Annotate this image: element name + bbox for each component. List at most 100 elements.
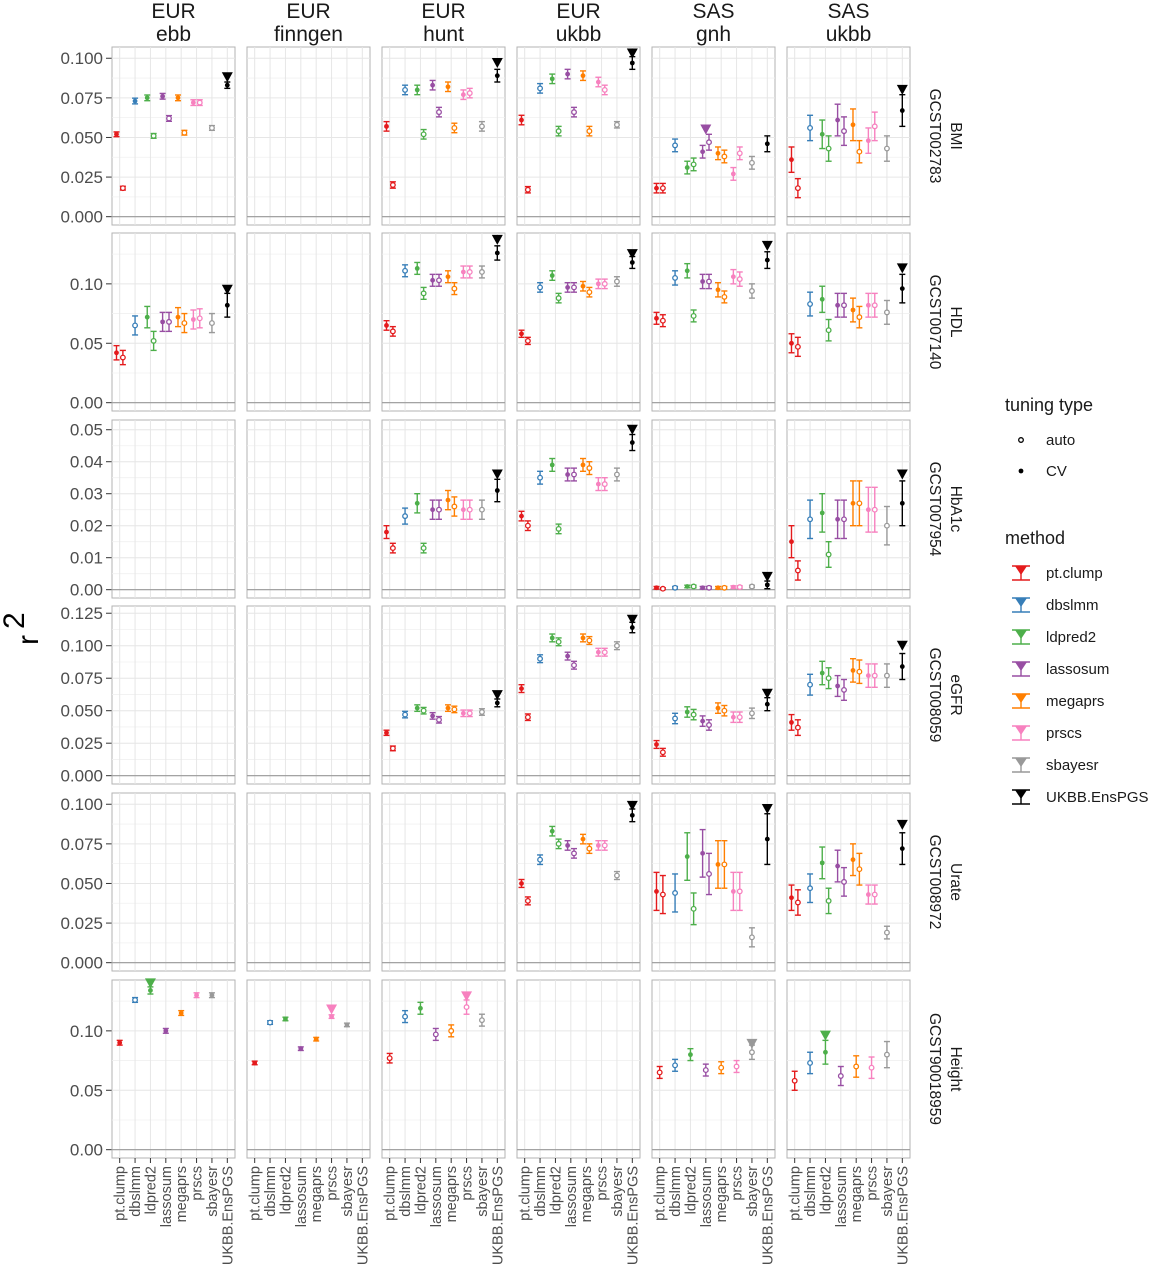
point-auto: [748, 934, 755, 941]
point-auto: [181, 129, 188, 136]
panel: [516, 979, 641, 1159]
y-tick-label: 0.01: [70, 549, 103, 568]
x-tick: lassosum: [699, 1166, 715, 1227]
point-cv: [654, 315, 659, 321]
point-auto: [733, 1063, 740, 1070]
y-tick-label: 0.100: [60, 49, 103, 68]
point-auto: [871, 672, 878, 679]
point-cv: [684, 268, 690, 274]
x-tick-label: ldpred2: [413, 1166, 429, 1214]
point-auto: [721, 293, 728, 300]
point-cv: [835, 516, 841, 522]
best-method-marker: [626, 424, 638, 435]
point-cv: [730, 888, 736, 894]
legend-tuning-item: CV: [1046, 463, 1067, 480]
point-cv: [329, 1014, 334, 1019]
point-cv: [850, 857, 856, 863]
panel: [651, 232, 776, 412]
point-cv: [629, 625, 635, 630]
row-id-label: GCST002783: [926, 89, 943, 184]
point-auto: [841, 878, 847, 885]
panel: [516, 605, 641, 785]
point-cv: [865, 302, 871, 308]
x-tick: prscs: [190, 1166, 206, 1201]
point-cv: [580, 635, 586, 641]
point-cv: [117, 1040, 123, 1046]
legend-method-item: pt.clump: [1046, 565, 1103, 582]
point-cv: [654, 585, 659, 591]
row-id-label: GCST007140: [926, 275, 943, 370]
x-tick-label: prscs: [190, 1166, 206, 1201]
legend-method-title: method: [1005, 528, 1065, 548]
point-cv: [730, 584, 736, 590]
point-auto: [196, 315, 203, 322]
point-auto: [586, 637, 593, 644]
point-cv: [850, 500, 856, 506]
point-cv: [549, 76, 555, 82]
panel-background: [246, 792, 371, 972]
x-tick: megaprs: [714, 1166, 730, 1222]
x-tick-label: dbslmm: [263, 1166, 279, 1217]
point-auto: [706, 139, 712, 146]
point-auto: [856, 314, 863, 321]
x-tick: pt.clump: [248, 1166, 264, 1221]
x-tick-label: sbayesr: [340, 1166, 356, 1217]
point-auto: [613, 278, 620, 285]
point-cv: [865, 138, 871, 144]
legend-key-marker: [1015, 758, 1027, 767]
x-tick-label: sbayesr: [475, 1166, 491, 1217]
point-cv: [445, 274, 451, 280]
legend-key-marker: [1015, 566, 1027, 575]
point-auto: [586, 845, 593, 852]
point-auto: [672, 142, 679, 149]
point-cv: [715, 585, 721, 591]
point-cv: [789, 340, 794, 346]
point-cv: [384, 323, 389, 328]
point-auto: [524, 337, 531, 344]
panel: [381, 232, 506, 412]
legend-key-marker: [1015, 662, 1027, 671]
y-tick-label: 0.000: [60, 954, 103, 973]
panel: [111, 46, 236, 226]
point-cv: [224, 302, 230, 308]
panel-background: [786, 419, 911, 599]
point-auto: [672, 584, 679, 591]
point-cv: [224, 82, 230, 88]
point-cv: [819, 131, 825, 137]
x-tick-label: prscs: [865, 1166, 881, 1201]
x-tick-label: ldpred2: [683, 1166, 699, 1214]
point-cv: [252, 1060, 258, 1066]
point-cv: [700, 585, 706, 591]
point-auto: [672, 890, 679, 896]
point-cv: [460, 710, 466, 716]
point-cv: [595, 281, 601, 287]
point-auto: [706, 584, 712, 591]
x-tick: prscs: [460, 1166, 476, 1201]
best-method-marker: [221, 284, 233, 295]
point-auto: [690, 583, 697, 590]
best-method-marker: [491, 58, 503, 69]
x-tick: prscs: [595, 1166, 611, 1201]
y-tick-label: 0.02: [70, 517, 103, 536]
panel-background: [786, 232, 911, 412]
x-tick: dbslmm: [398, 1166, 414, 1217]
point-cv: [494, 700, 500, 706]
facet-cohort-label: gnh: [696, 23, 731, 46]
x-tick-label: pt.clump: [383, 1166, 399, 1221]
point-cv: [764, 141, 770, 147]
point-cv: [654, 888, 659, 894]
x-tick: pt.clump: [113, 1166, 129, 1221]
panel-background: [516, 232, 641, 412]
point-cv: [445, 84, 451, 90]
x-tick: UKBB.EnsPGS: [895, 1166, 911, 1265]
row-strip: GCST007954 HbA1c: [926, 462, 964, 557]
point-auto: [463, 1004, 470, 1011]
point-cv: [114, 350, 119, 356]
point-cv: [580, 283, 586, 289]
point-auto: [721, 153, 728, 160]
panel: [651, 792, 776, 972]
point-auto: [571, 284, 577, 291]
legend-tuning-item: auto: [1046, 432, 1075, 449]
x-tick: sbayesr: [610, 1166, 626, 1217]
best-method-marker: [491, 469, 503, 480]
